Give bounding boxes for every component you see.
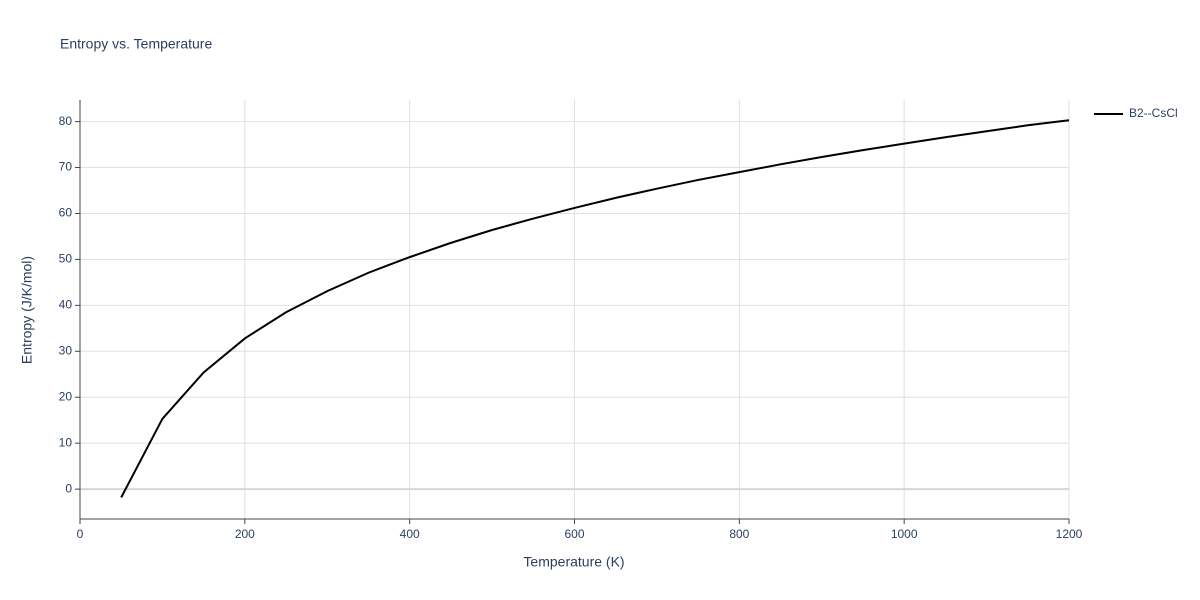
y-tick-label: 30 xyxy=(59,343,73,357)
x-tick-label: 600 xyxy=(564,527,584,541)
y-tick-label: 80 xyxy=(59,114,73,128)
x-tick-label: 200 xyxy=(235,527,255,541)
y-tick-label: 40 xyxy=(59,298,73,312)
x-axis-title: Temperature (K) xyxy=(523,554,624,570)
x-tick-label: 400 xyxy=(400,527,420,541)
x-tick-label: 0 xyxy=(77,527,84,541)
x-tick-label: 1000 xyxy=(891,527,918,541)
y-tick-label: 60 xyxy=(59,206,73,220)
chart-title: Entropy vs. Temperature xyxy=(60,36,212,52)
legend-label: B2--CsCl xyxy=(1129,106,1178,120)
y-tick-label: 10 xyxy=(59,435,73,449)
y-tick-label: 70 xyxy=(59,160,73,174)
y-axis-title: Entropy (J/K/mol) xyxy=(19,256,35,364)
data-line xyxy=(120,119,1070,498)
y-tick-label: 0 xyxy=(65,481,72,495)
y-tick-label: 20 xyxy=(59,389,73,403)
x-tick-label: 800 xyxy=(729,527,749,541)
x-tick-label: 1200 xyxy=(1056,527,1083,541)
y-tick-label: 50 xyxy=(59,252,73,266)
